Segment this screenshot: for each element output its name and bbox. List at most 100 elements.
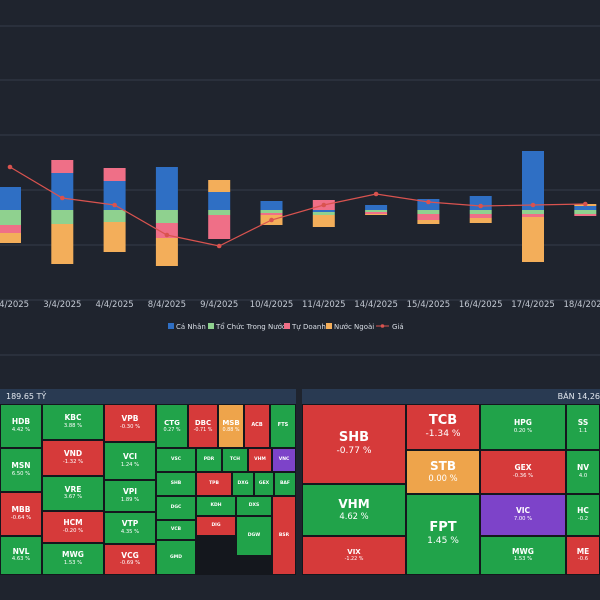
bar: [312, 215, 335, 227]
tile-mwg[interactable]: MWG 1.53 %: [480, 536, 566, 575]
tile-dxs[interactable]: DXS: [236, 496, 272, 516]
tile-msb[interactable]: MSB 0.88 %: [218, 404, 244, 448]
tile-percent: -1.32 %: [62, 458, 84, 465]
tile-symbol: STB: [430, 458, 456, 473]
tile-nvl[interactable]: NVL 4.63 %: [0, 536, 42, 575]
tile-mbb[interactable]: MBB -0.64 %: [0, 492, 42, 536]
tile-percent: 0.20 %: [513, 427, 533, 434]
bar: [0, 225, 21, 233]
tile-vpi[interactable]: VPI 1.89 %: [104, 480, 156, 512]
tile-baf[interactable]: BAF: [274, 472, 296, 496]
tile-tcb[interactable]: TCB -1.34 %: [406, 404, 480, 450]
tile-vtp[interactable]: VTP 4.35 %: [104, 512, 156, 544]
bar: [260, 213, 283, 215]
tile-symbol: KBC: [64, 413, 82, 423]
tile-percent: -0.71 %: [193, 426, 213, 433]
tile-symbol: DBC: [194, 418, 212, 427]
tile-dgw[interactable]: DGW: [236, 516, 272, 556]
tile-bsr[interactable]: BSR: [272, 496, 296, 575]
x-tick-label: 14/4/2025: [354, 300, 398, 310]
tile-vcb[interactable]: VCB: [156, 520, 196, 540]
tile-kdh[interactable]: KDH: [196, 496, 236, 516]
tile-percent: 1.89 %: [120, 496, 140, 503]
tile-percent: 4.42 %: [11, 426, 31, 433]
tile-hdb[interactable]: HDB 4.42 %: [0, 404, 42, 448]
legend-dot: [380, 324, 385, 328]
bar: [365, 210, 388, 212]
bar: [0, 210, 21, 225]
tile-acb[interactable]: ACB: [244, 404, 270, 448]
tile-gex[interactable]: GEX -0.36 %: [480, 450, 566, 494]
tile-vic[interactable]: VIC 7.00 %: [480, 494, 566, 536]
tile-hpg[interactable]: HPG 0.20 %: [480, 404, 566, 450]
tile-ctg[interactable]: CTG 0.27 %: [156, 404, 188, 448]
tile-percent: 3.67 %: [63, 494, 83, 501]
sell-panel-title: BÁN 14,26: [557, 392, 600, 401]
tile-percent: 0.27 %: [163, 426, 181, 433]
tile-symbol: BAF: [280, 481, 290, 487]
price-point: [164, 232, 170, 238]
tile-ss[interactable]: SS 1.1: [566, 404, 600, 450]
tile-stb[interactable]: STB 0.00 %: [406, 450, 480, 494]
tile-msn[interactable]: MSN 6.50 %: [0, 448, 42, 492]
tile-symbol: DXS: [248, 503, 260, 509]
tile-vre[interactable]: VRE 3.67 %: [42, 476, 104, 511]
tile-shb[interactable]: SHB -0.77 %: [302, 404, 406, 484]
bar: [417, 220, 440, 224]
tile-percent: 3.88 %: [63, 422, 83, 429]
tile-dgc[interactable]: DGC: [156, 496, 196, 520]
tile-dbc[interactable]: DBC -0.71 %: [188, 404, 218, 448]
tile-gex[interactable]: GEX: [254, 472, 274, 496]
tile-vhm[interactable]: VHM: [248, 448, 272, 472]
tile-dig[interactable]: DIG: [196, 516, 236, 536]
tile-vnd[interactable]: VND -1.32 %: [42, 440, 104, 476]
bar: [51, 224, 74, 264]
tile-vnc[interactable]: VNC: [272, 448, 296, 472]
tile-hcm[interactable]: HCM -0.20 %: [42, 511, 104, 543]
tile-percent: 1.24 %: [120, 461, 140, 468]
tile-percent: 0.88 %: [222, 426, 240, 433]
bar: [103, 181, 126, 210]
tile-hc[interactable]: HC -0.2: [566, 494, 600, 536]
tile-vix[interactable]: VIX -1.22 %: [302, 536, 406, 575]
tile-symbol: VNC: [278, 457, 290, 463]
tile-dxg[interactable]: DXG: [232, 472, 254, 496]
bar: [51, 173, 74, 210]
legend-swatch: [208, 323, 214, 329]
tile-symbol: FTS: [277, 422, 289, 429]
tile-gmd[interactable]: GMD: [156, 540, 196, 575]
bar: [208, 215, 231, 239]
tile-vci[interactable]: VCI 1.24 %: [104, 442, 156, 480]
tile-symbol: HPG: [514, 418, 532, 428]
legend-label: Tự Doanh: [291, 323, 326, 331]
tile-vsc[interactable]: VSC: [156, 448, 196, 472]
tile-percent: -0.30 %: [119, 423, 141, 430]
legend-label: Cá Nhân: [176, 323, 206, 331]
tile-vcg[interactable]: VCG -0.69 %: [104, 544, 156, 575]
tile-vhm[interactable]: VHM 4.62 %: [302, 484, 406, 536]
tile-percent: -0.6: [577, 556, 589, 563]
tile-nv[interactable]: NV 4.0: [566, 450, 600, 494]
x-tick-label: 18/4/2025: [564, 300, 600, 310]
tile-kbc[interactable]: KBC 3.88 %: [42, 404, 104, 440]
bar: [365, 212, 388, 214]
tile-percent: 4.35 %: [120, 528, 140, 535]
buy-panel-header: 189.65 TỶ: [0, 389, 296, 404]
tile-symbol: TCH: [229, 457, 241, 463]
price-point: [60, 195, 65, 201]
tile-shb[interactable]: SHB: [156, 472, 196, 496]
tile-fpt[interactable]: FPT 1.45 %: [406, 494, 480, 575]
tile-mwg[interactable]: MWG 1.53 %: [42, 543, 104, 575]
tile-symbol: VHM: [338, 496, 370, 511]
tile-pdr[interactable]: PDR: [196, 448, 222, 472]
tile-vpb[interactable]: VPB -0.30 %: [104, 404, 156, 442]
bar: [417, 210, 440, 214]
tile-tpb[interactable]: TPB: [196, 472, 232, 496]
tile-tch[interactable]: TCH: [222, 448, 248, 472]
bar: [155, 167, 178, 210]
tile-fts[interactable]: FTS: [270, 404, 296, 448]
bar: [574, 206, 597, 210]
x-tick-label: 2/4/2025: [0, 300, 29, 310]
tile-symbol: VRE: [64, 484, 82, 494]
tile-me[interactable]: ME -0.6: [566, 536, 600, 575]
